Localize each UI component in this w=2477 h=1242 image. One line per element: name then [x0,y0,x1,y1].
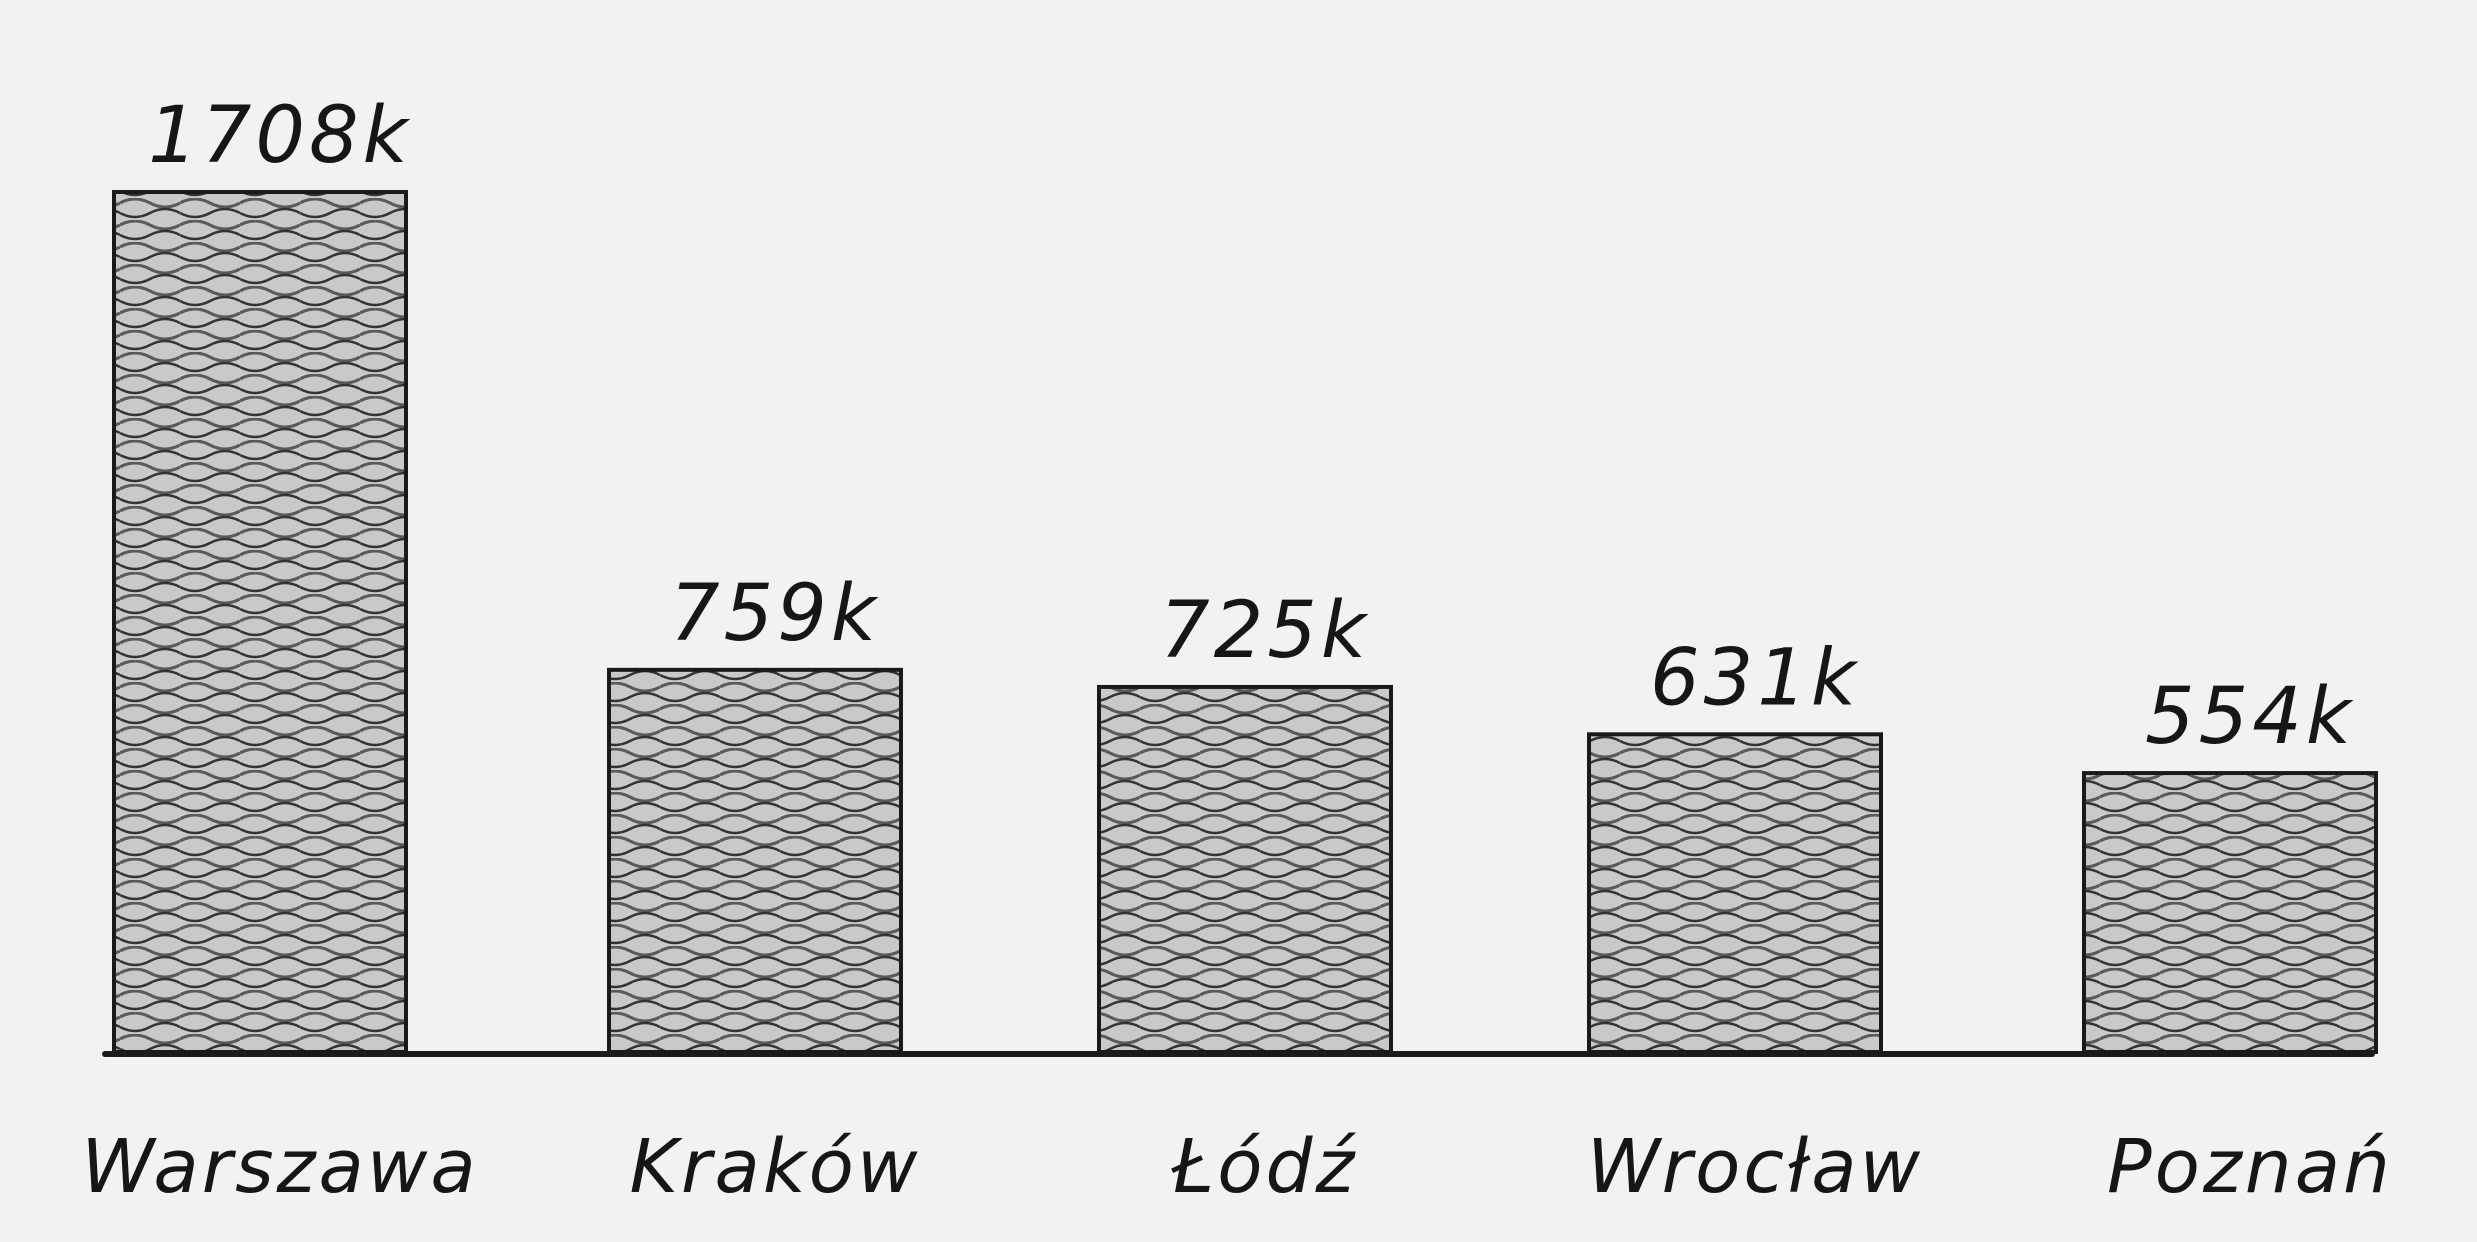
bar-1 [607,667,903,1055]
category-label-2: Łódź [1171,1124,1358,1210]
value-label-0: 1708k [148,91,412,181]
bar-2 [1097,684,1393,1055]
category-labels-layer: Warszawa Kraków Łódź Wrocław Poznań [81,1124,2393,1210]
value-labels-layer: 1708k 759k 725k 631k 554k [148,91,2355,762]
bar-0 [112,190,408,1054]
value-label-4: 554k [2145,672,2355,762]
category-label-3: Wrocław [1587,1124,1923,1210]
bar-4 [2082,771,2378,1055]
category-label-4: Poznań [2107,1124,2393,1210]
bar-3 [1587,732,1883,1054]
category-label-0: Warszawa [81,1124,479,1210]
category-label-1: Kraków [630,1124,921,1210]
value-label-2: 725k [1160,586,1370,676]
bars-layer [112,190,2378,1055]
value-label-1: 759k [670,569,880,659]
value-label-3: 631k [1650,633,1860,723]
